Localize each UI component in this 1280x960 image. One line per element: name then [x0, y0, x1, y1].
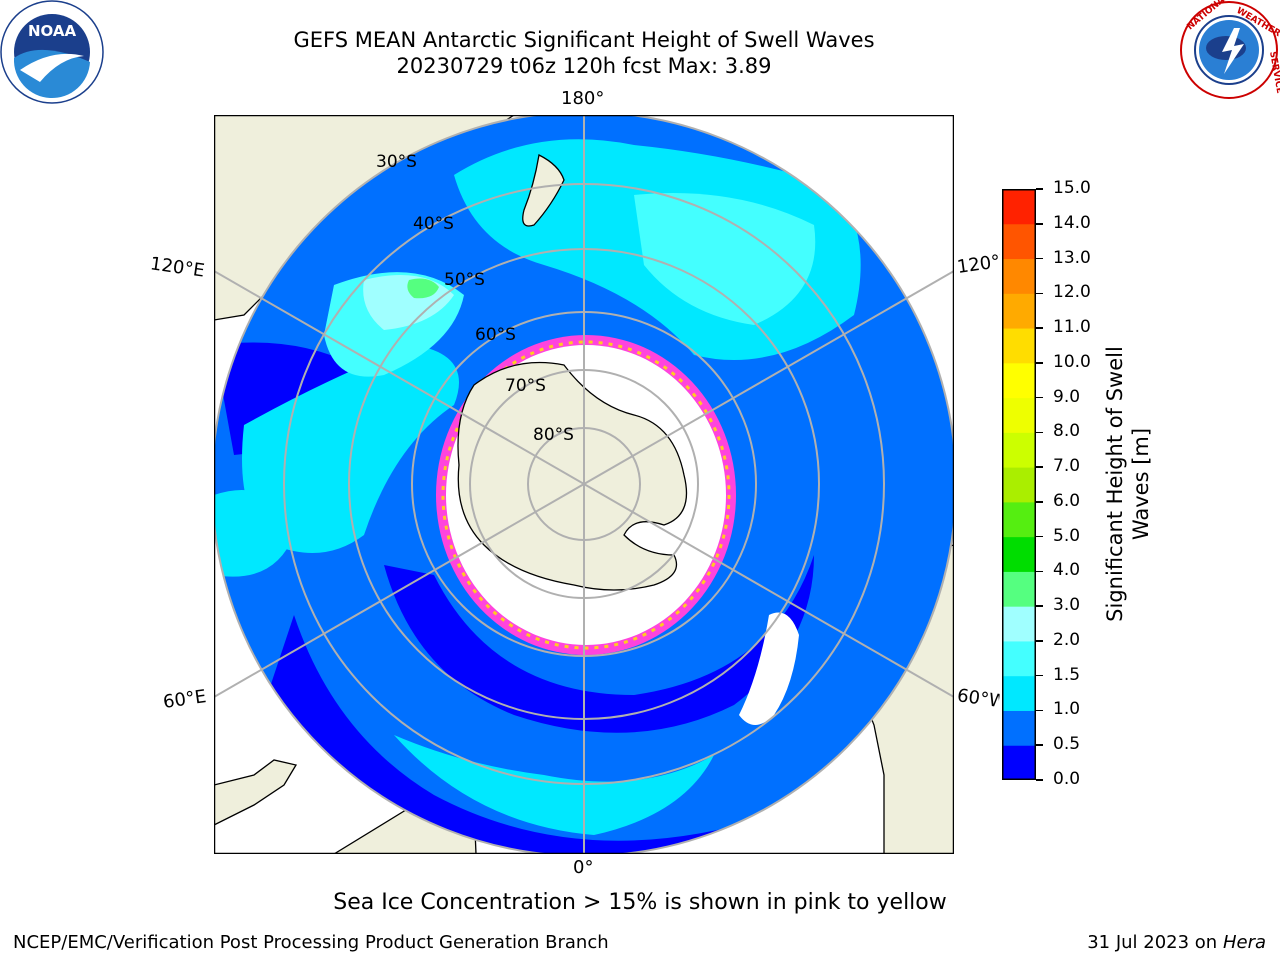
colorbar-tick-label: 0.5	[1053, 734, 1081, 755]
colorbar-tick-label: 1.5	[1053, 664, 1081, 685]
colorbar-tick-mark	[1036, 396, 1043, 399]
colorbar-segment	[1002, 258, 1036, 294]
lat-label-50s: 50°S	[444, 270, 485, 290]
chart-subtitle: 20230729 t06z 120h fcst Max: 3.89	[396, 54, 772, 78]
lat-label-40s: 40°S	[413, 214, 454, 234]
lat-label-30s: 30°S	[376, 152, 417, 172]
colorbar-tick-mark	[1036, 223, 1043, 225]
lon-label-180: 180°	[561, 88, 605, 109]
colorbar-tick-label: 4.0	[1053, 560, 1081, 581]
colorbar-segment	[1002, 745, 1036, 781]
colorbar-segment	[1002, 501, 1036, 538]
land-new-zealand	[522, 154, 565, 227]
colorbar-tick-mark	[1036, 605, 1043, 607]
colorbar-segment	[1002, 606, 1036, 642]
colorbar-tick-label: 10.0	[1053, 351, 1091, 372]
lon-label-60e: 60°E	[161, 686, 208, 713]
footer-date: 31 Jul 2023 on	[1087, 932, 1223, 953]
colorbar-tick-label: 12.0	[1053, 282, 1091, 303]
colorbar-segment	[1002, 675, 1036, 711]
colorbar-tick-label: 14.0	[1053, 212, 1091, 233]
colorbar-tick-mark	[1036, 674, 1043, 677]
svg-text:NOAA: NOAA	[28, 22, 77, 40]
colorbar-title: Significant Height of Swell Waves [m]	[1102, 299, 1154, 669]
colorbar-segment	[1002, 293, 1036, 329]
swell-patch-4	[634, 193, 816, 325]
colorbar-segment	[1002, 640, 1036, 677]
swell-patch-1	[242, 345, 459, 553]
graticule	[214, 115, 954, 854]
lon-label-0: 0°	[573, 857, 594, 878]
colorbar-tick-mark	[1036, 292, 1043, 295]
colorbar-segment	[1002, 710, 1036, 746]
swell-band-inner	[384, 555, 814, 733]
swell-band-deep-south	[214, 615, 954, 854]
sea-ice-yellow	[441, 340, 731, 650]
colorbar-tick-mark	[1036, 640, 1043, 642]
colorbar-segment	[1002, 536, 1036, 572]
colorbar-tick-label: 7.0	[1053, 456, 1081, 477]
colorbar-segment	[1002, 571, 1036, 607]
lat-label-60s: 60°S	[475, 325, 516, 345]
colorbar-tick-mark	[1036, 188, 1043, 190]
colorbar-segment	[1002, 189, 1036, 225]
colorbar-tick-mark	[1036, 779, 1043, 781]
colorbar-tick-mark	[1036, 535, 1043, 538]
colorbar-tick-label: 9.0	[1053, 386, 1081, 407]
pack-ice-patch	[739, 612, 799, 725]
colorbar-frame	[1002, 189, 1036, 780]
colorbar-tick-mark	[1036, 362, 1043, 364]
colorbar-tick-label: 13.0	[1053, 247, 1091, 268]
colorbar-segment	[1002, 397, 1036, 433]
colorbar-segment	[1002, 328, 1036, 364]
swell-max-patch	[407, 278, 439, 299]
colorbar-tick-label: 8.0	[1053, 421, 1081, 442]
polar-map	[213, 114, 955, 855]
colorbar-tick-mark	[1036, 327, 1043, 329]
lon-label-120w: 120°W	[955, 251, 1003, 278]
colorbar-tick-label: 2.0	[1053, 629, 1081, 650]
lat-label-80s: 80°S	[533, 425, 574, 445]
footer-right: 31 Jul 2023 on Hera	[1087, 932, 1266, 953]
colorbar-tick-mark	[1036, 744, 1043, 746]
sea-ice-note: Sea Ice Concentration > 15% is shown in …	[333, 890, 947, 915]
colorbar-tick-mark	[1036, 501, 1043, 503]
footer-left: NCEP/EMC/Verification Post Processing Pr…	[13, 932, 609, 953]
colorbar-title-line2: Waves [m]	[1129, 427, 1153, 541]
colorbar-segment	[1002, 467, 1036, 503]
colorbar-tick-label: 5.0	[1053, 525, 1081, 546]
colorbar-tick-mark	[1036, 466, 1043, 468]
map-frame	[213, 114, 955, 855]
colorbar-tick-mark	[1036, 709, 1043, 712]
colorbar-tick-label: 1.0	[1053, 699, 1081, 720]
swell-patch-5	[394, 735, 714, 835]
nws-logo: NATIONAL WEATHER SERVICE	[1178, 0, 1280, 100]
colorbar-svg	[1002, 189, 1036, 781]
colorbar-tick-label: 6.0	[1053, 490, 1081, 511]
colorbar-segment	[1002, 362, 1036, 399]
colorbar-tick-label: 3.0	[1053, 595, 1081, 616]
colorbar-tick-label: 0.0	[1053, 769, 1081, 789]
colorbar-segment	[1002, 223, 1036, 260]
footer-host: Hera	[1222, 932, 1266, 953]
map-svg	[213, 114, 955, 855]
colorbar-tick-label: 15.0	[1053, 178, 1091, 198]
lat-label-70s: 70°S	[505, 376, 546, 396]
colorbar-tick-mark	[1036, 257, 1043, 260]
colorbar-tick-mark	[1036, 570, 1043, 573]
colorbar-title-line1: Significant Height of Swell	[1103, 346, 1127, 622]
lon-label-120e: 120°E	[148, 253, 206, 282]
colorbar-tick-mark	[1036, 431, 1043, 434]
colorbar	[1002, 189, 1036, 781]
chart-title: GEFS MEAN Antarctic Significant Height o…	[293, 28, 875, 52]
noaa-logo: NOAA	[0, 0, 104, 104]
swell-patch-6	[214, 490, 294, 577]
lon-label-60w: 60°W	[955, 685, 1001, 712]
colorbar-tick-label: 11.0	[1053, 317, 1091, 338]
colorbar-segment	[1002, 432, 1036, 468]
